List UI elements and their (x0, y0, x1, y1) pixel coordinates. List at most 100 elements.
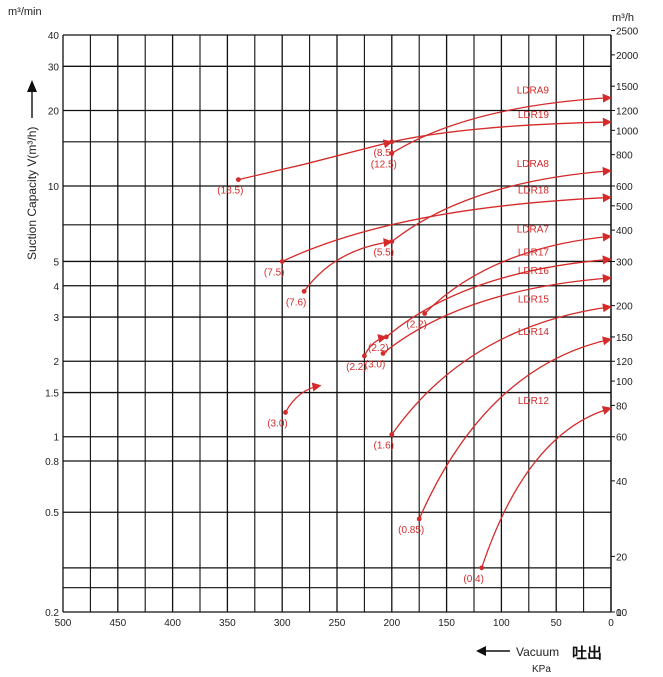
curve-annotation: (0.4) (463, 574, 484, 585)
x-tick-label: 0 (608, 618, 614, 629)
curve-annotation: (5.5) (374, 248, 395, 259)
x-tick-label: 100 (493, 618, 510, 629)
curve-start-point (279, 259, 285, 264)
x-tick-label: 300 (274, 618, 291, 629)
curve-start-point (479, 565, 485, 571)
curve-annotation: (7.6) (286, 297, 307, 308)
right-tick-label: 120 (616, 357, 633, 368)
curve-labels: (12.5) LDRA9 (8.5) LDR19 (18.5) (5.5) LDRA8 (7.… (217, 86, 549, 585)
curve-segment-5 (303, 238, 393, 292)
curve-ldr19 (391, 117, 612, 143)
left-tick-label: 5 (53, 257, 59, 268)
curve-name-label: LDR15 (518, 295, 550, 306)
curve-annotation: (2.2) (406, 320, 427, 331)
right-tick-label: 20 (616, 552, 628, 563)
curve-ldr16 (382, 273, 612, 354)
right-tick-label: 600 (616, 182, 633, 193)
arrow-up-icon (27, 80, 37, 118)
right-tick-label: 60 (616, 433, 628, 444)
right-tick-label: 200 (616, 302, 633, 313)
left-tick-label: 1.5 (45, 389, 59, 400)
left-tick-label: 4 (53, 282, 59, 293)
curve-segment-9 (363, 334, 388, 357)
left-tick-label: 3 (53, 313, 59, 324)
curve-segment-2 (238, 139, 393, 181)
left-tick-label: 0.5 (45, 508, 59, 519)
curve-name-label: LDR17 (518, 247, 550, 258)
curve-name-label: LDR19 (518, 110, 550, 121)
curve-annotation: (0.85) (398, 525, 424, 536)
x-tick-label: 450 (109, 618, 126, 629)
grid (62, 34, 612, 613)
curve-annotation: (18.5) (217, 186, 243, 197)
left-tick-label: 40 (48, 31, 60, 42)
right-tick-label: 150 (616, 333, 633, 344)
curve-start-point (362, 353, 367, 359)
right-tick-label: 800 (616, 151, 633, 162)
curve-name-label: LDR16 (518, 266, 550, 277)
curve-start-point (301, 288, 307, 294)
left-tick-label: 10 (48, 182, 60, 193)
curve-annotation: (2.2) (346, 362, 367, 373)
right-tick-label: 1500 (616, 82, 639, 93)
curve-ldr18 (281, 193, 612, 263)
left-tick-label: 0.2 (45, 608, 59, 619)
curve-name-label: LDRA8 (517, 159, 550, 170)
curve-start-point (235, 177, 241, 183)
right-tick-label: 500 (616, 202, 633, 213)
right-tick-label: 10 (616, 608, 628, 619)
left-tick-label: 30 (48, 62, 60, 73)
curve-annotation: (3.0) (365, 359, 386, 370)
curve-ldra8 (391, 166, 612, 243)
curve-start-point (380, 350, 386, 356)
curve-start-point (422, 311, 428, 316)
curve-name-label: LDRA7 (517, 224, 550, 235)
curve-start-point (283, 410, 288, 415)
curve-ldr17 (385, 255, 612, 338)
curve-annotation: (7.5) (264, 267, 285, 278)
curve-start-point (389, 432, 395, 437)
curve-ldr12 (481, 406, 612, 569)
right-tick-label: 300 (616, 257, 633, 268)
curve-ldra9 (391, 93, 612, 154)
right-tick-label: 2500 (616, 27, 639, 38)
curve-annotation: (2.2) (368, 343, 389, 354)
left-tick-label: 0.8 (45, 457, 59, 468)
arrow-left-icon (476, 646, 510, 656)
curve-start-point (416, 516, 422, 522)
y-axis-title: Suction Capacity V(m³/h) (25, 127, 39, 260)
vacuum-label-cn: 吐出 (572, 644, 602, 662)
pump-curves (235, 93, 612, 571)
curve-name-label: LDR14 (518, 327, 550, 338)
left-tick-label: 20 (48, 106, 60, 117)
vacuum-label: Vacuum (516, 645, 559, 659)
x-tick-label: 50 (551, 618, 563, 629)
x-tick-label: 500 (55, 618, 72, 629)
x-tick-label: 250 (329, 618, 346, 629)
curve-annotation: (1.6) (374, 441, 395, 452)
x-tick-label: 350 (219, 618, 236, 629)
right-tick-label: 1200 (616, 106, 639, 117)
right-tick-label: 400 (616, 226, 633, 237)
curve-ldr15 (391, 303, 612, 435)
x-tick-label: 200 (383, 618, 400, 629)
left-tick-label: 2 (53, 357, 59, 368)
right-tick-label: 40 (616, 477, 628, 488)
left-unit-label: m³/min (8, 6, 42, 18)
curve-annotation: (8.5) (374, 148, 395, 159)
right-tick-label: 1000 (616, 126, 639, 137)
right-tick-label: 2000 (616, 51, 639, 62)
curve-ldr14 (418, 336, 612, 520)
curve-name-label: LDR12 (518, 396, 550, 407)
curve-ldra7 (424, 232, 612, 314)
vacuum-unit-label: KPa (532, 664, 551, 675)
curve-name-label: LDR18 (518, 185, 550, 196)
right-tick-label: 100 (616, 377, 633, 388)
curve-start-point (389, 150, 395, 156)
curve-name-label: LDRA9 (517, 86, 550, 97)
curve-annotation: (3.0) (267, 418, 288, 429)
right-tick-label: 80 (616, 401, 628, 412)
curve-segment-10 (284, 382, 322, 413)
curve-annotation: (12.5) (371, 159, 397, 170)
